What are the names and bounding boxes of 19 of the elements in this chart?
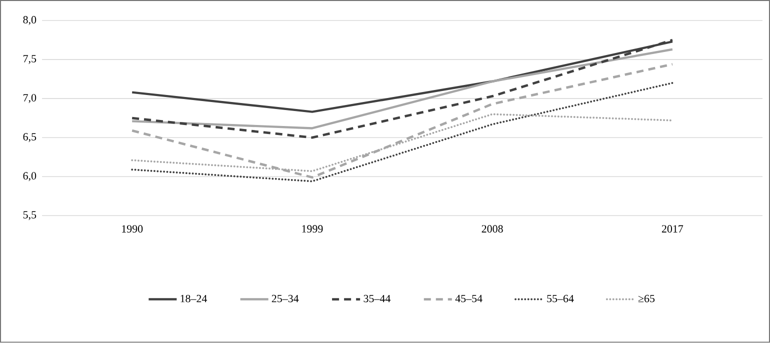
x-tick-label: 1999 [302,225,323,233]
legend-label: 18–24 [180,295,208,302]
legend-label: 35–44 [364,295,391,302]
legend-label: 45–54 [455,295,482,302]
y-tick-label: 6,0 [23,172,36,182]
x-tick-label: 2017 [662,225,684,233]
y-tick-label: 7,5 [24,55,36,64]
legend-label: 55–64 [547,295,574,302]
y-tick-label: 5,5 [23,211,36,220]
y-tick-label: 7,0 [24,94,36,104]
x-tick-label: 1990 [122,225,143,233]
line-series [130,48,674,130]
line-series [130,63,674,179]
y-tick-label: 6,5 [23,133,36,142]
legend-label: 25–34 [272,295,299,302]
y-tick-label: 8,0 [23,16,36,26]
x-tick-label: 2008 [482,225,503,233]
line-series [131,82,674,182]
legend-label: ≥65 [638,295,655,302]
